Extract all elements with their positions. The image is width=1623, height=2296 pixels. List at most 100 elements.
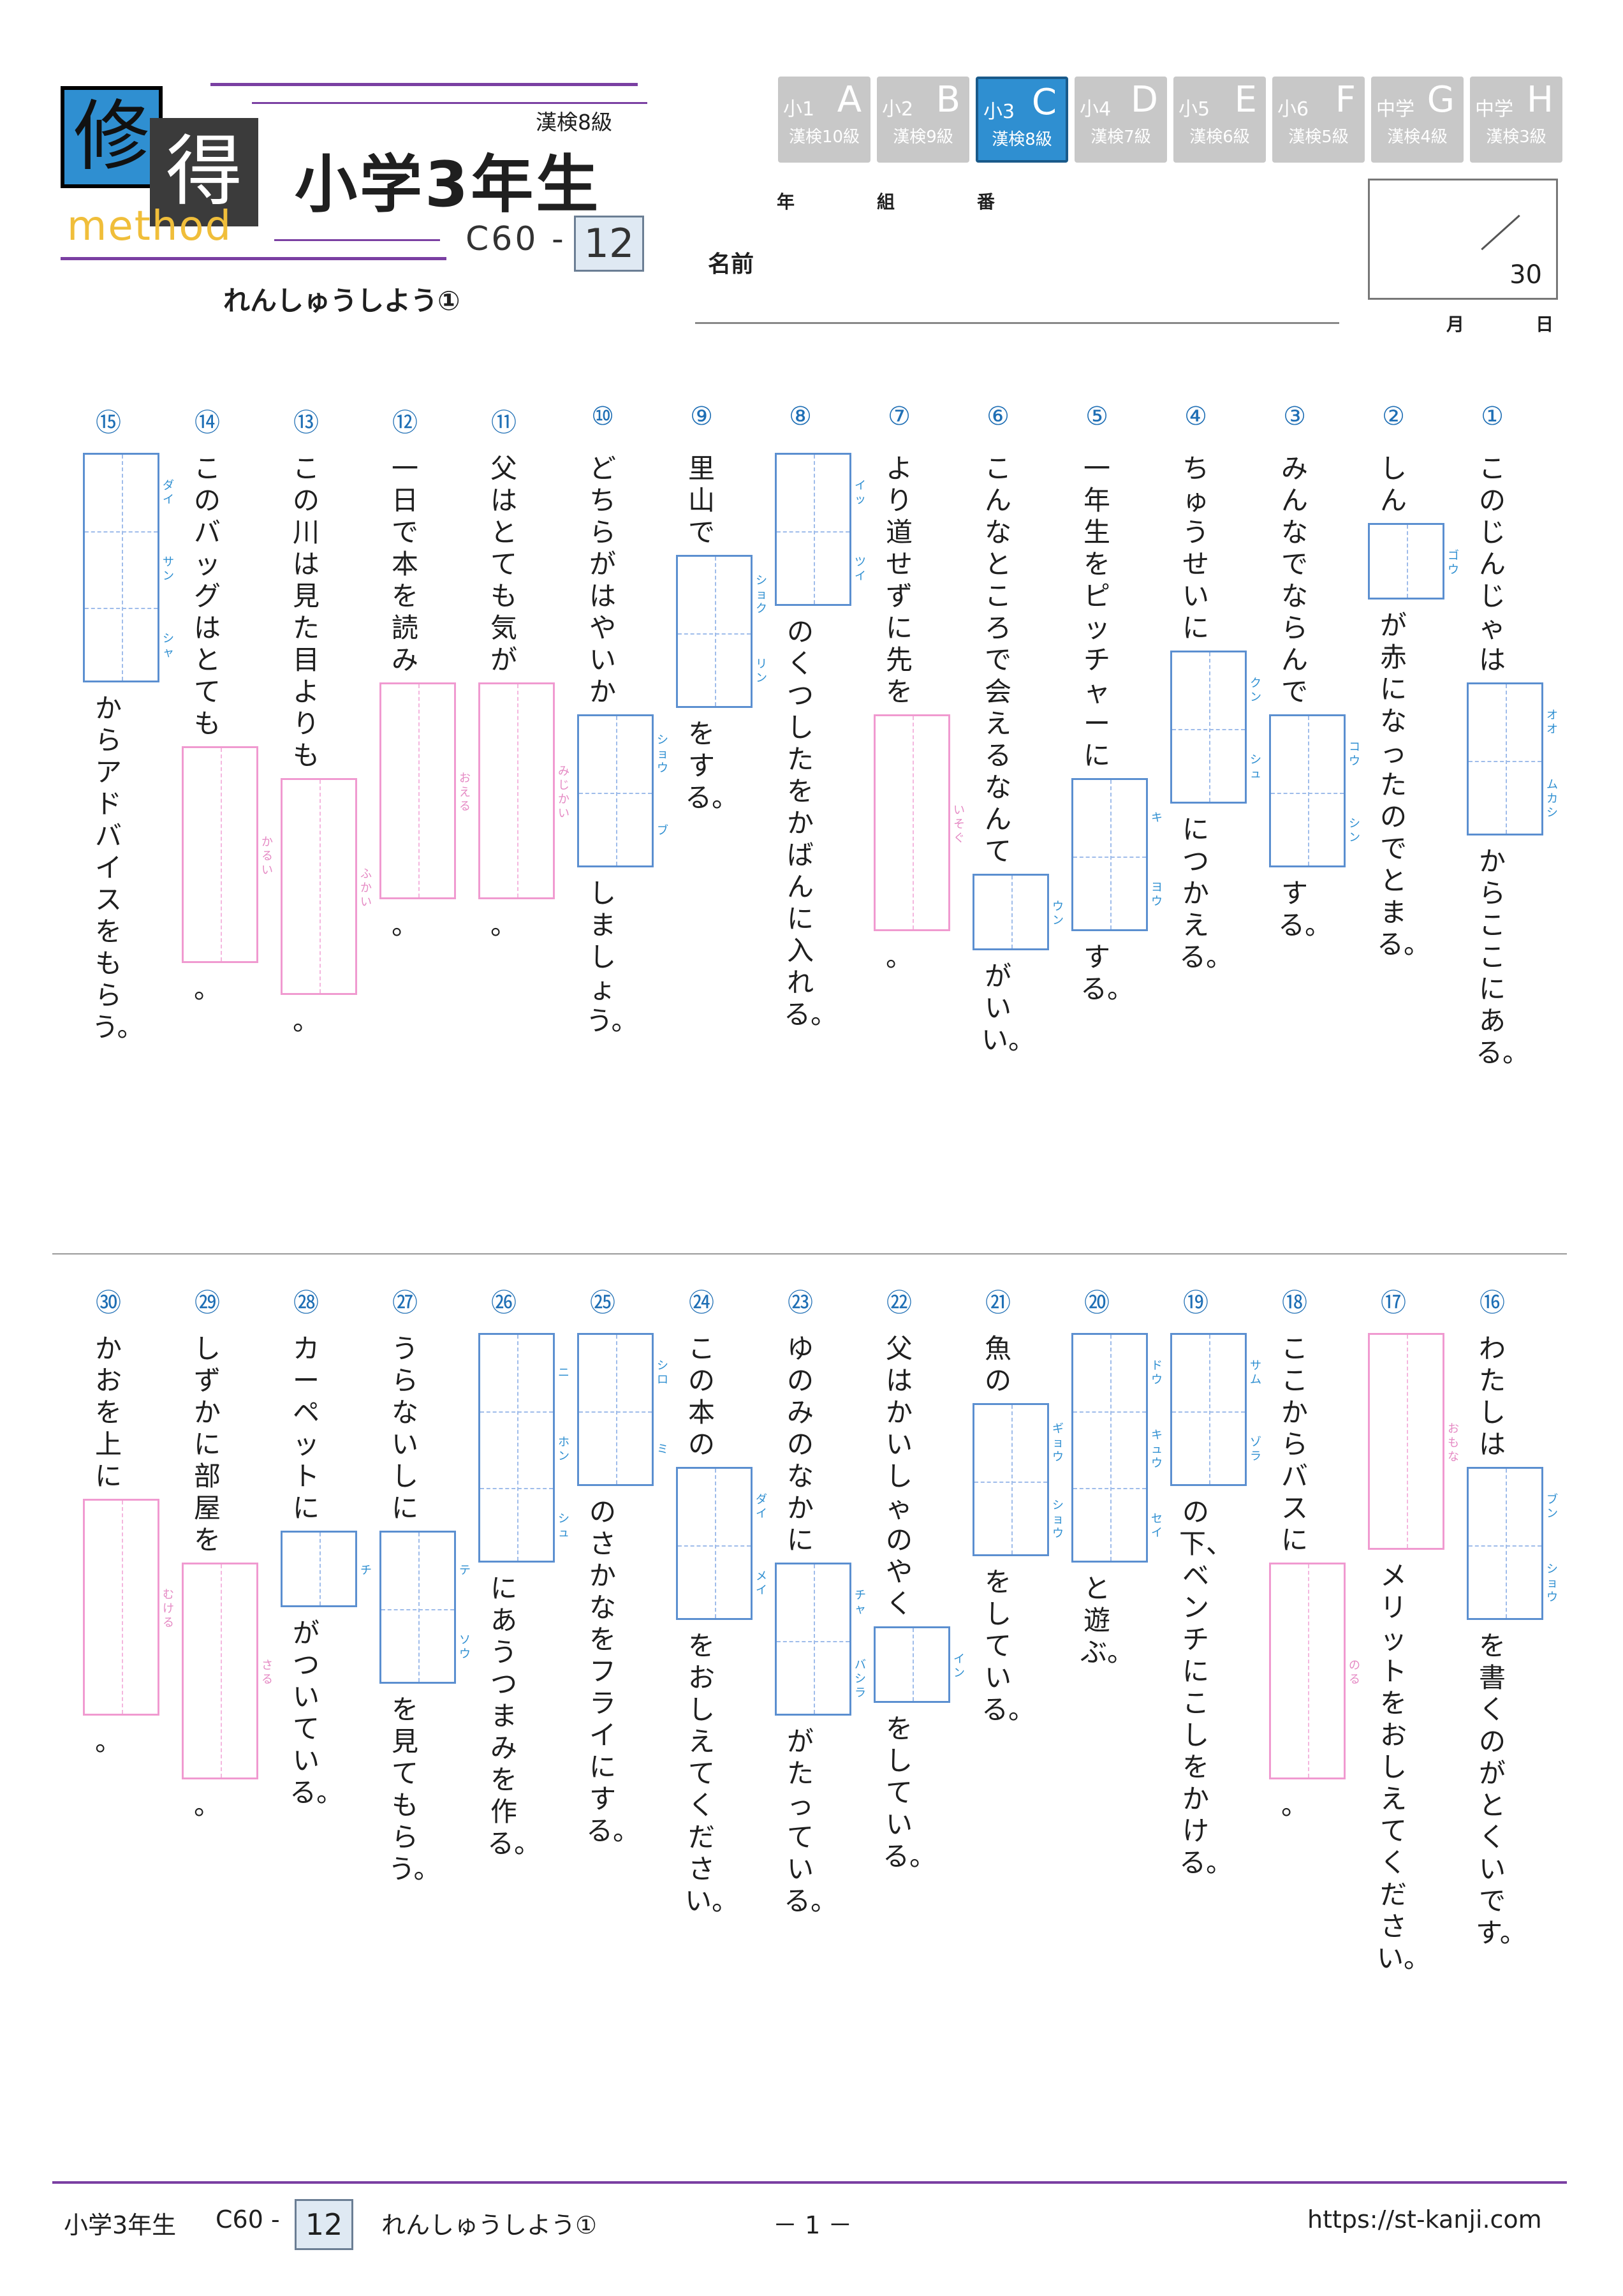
grade-tab-c[interactable]: 小3 C 漢検8級 <box>976 77 1068 163</box>
grade-tab-a: 小5 <box>1179 98 1210 121</box>
kanji-answer-box[interactable]: サム ゾラ <box>1170 1333 1261 1486</box>
reading-hint: ヨウ <box>1151 881 1163 908</box>
kanji-answer-box[interactable]: ダイ サン シャ <box>83 453 174 682</box>
okurigana-answer-box[interactable]: みじかい <box>478 682 569 899</box>
year-label: 年 <box>777 191 795 212</box>
grade-tab-g[interactable]: 中学 G 漢検4級 <box>1371 77 1464 163</box>
kanji-answer-box[interactable]: イッ ツイ <box>775 453 866 606</box>
grade-tab-a: 小3 <box>983 101 1015 123</box>
okurigana-answer-box[interactable]: かるい <box>182 746 273 963</box>
reading-hint: ソウ <box>459 1633 471 1661</box>
divider <box>274 239 440 241</box>
question-text: この本の <box>687 1333 715 1460</box>
question-text: からここにある。 <box>1476 846 1530 1068</box>
kanji-answer-box[interactable]: ショク リン <box>676 555 767 708</box>
reading-hint: チ <box>360 1564 372 1577</box>
grade-tab-b[interactable]: 小2 B 漢検9級 <box>877 77 969 163</box>
divider <box>61 257 446 260</box>
kanji-answer-box[interactable]: コウ シン <box>1269 714 1360 867</box>
reading-hint: ダイ <box>756 1493 767 1520</box>
kanji-answer-box[interactable]: ダイ メイ <box>676 1467 767 1620</box>
okurigana-answer-box[interactable]: いそぐ <box>874 714 965 931</box>
question-text: このじんじゃは <box>1478 453 1506 675</box>
kanji-answer-box[interactable]: ゴウ <box>1368 523 1459 600</box>
question-number: ⑭ <box>195 408 220 438</box>
grade-tab-e[interactable]: 小5 E 漢検6級 <box>1173 77 1266 163</box>
kanji-answer-box[interactable]: ドウ キュウ セイ <box>1071 1333 1163 1563</box>
reading-hint: ショウ <box>1052 1499 1064 1540</box>
grade-tab-b: G <box>1427 79 1455 121</box>
question-number: ㉑ <box>985 1288 1011 1318</box>
reading-hint: ショウ <box>1546 1563 1558 1604</box>
question-text: 。 <box>391 909 418 941</box>
question-text: メリットをおしえてください。 <box>1377 1560 1431 1974</box>
question-number: ③ <box>1283 402 1306 431</box>
reading-hint: ホン <box>558 1436 569 1463</box>
okurigana-answer-box[interactable]: ふかい <box>281 778 372 995</box>
grade-tab-b: H <box>1526 79 1553 121</box>
kanji-answer-box[interactable]: テソウ <box>379 1531 471 1684</box>
okurigana-answer-box[interactable]: のる <box>1269 1563 1360 1779</box>
kanji-answer-box[interactable]: ブン ショウ <box>1467 1467 1558 1620</box>
question-number: ㉕ <box>590 1288 615 1318</box>
kanji-answer-box[interactable]: キヨウ <box>1071 778 1163 931</box>
reading-hint: かるい <box>261 835 273 877</box>
question-5: ⑤ 一年生をピッチャーにキヨウ する。 <box>1052 402 1163 1103</box>
grade-tab-a: 小1 <box>783 98 815 121</box>
reading-hint: テ <box>459 1564 471 1577</box>
kanken-level: 漢検8級 <box>536 110 612 135</box>
question-text: を見てもらう。 <box>388 1694 441 1885</box>
question-text: このバッグはとても <box>193 453 221 739</box>
okurigana-answer-box[interactable]: おえる <box>379 682 471 899</box>
footer-grade: 小学3年生 <box>64 2211 177 2239</box>
okurigana-answer-box[interactable]: むける <box>83 1499 174 1716</box>
question-text: につかえる。 <box>1179 814 1233 973</box>
question-text: をおしえてください。 <box>685 1630 739 1917</box>
question-number: ⑪ <box>491 408 517 438</box>
reading-hint: バシラ <box>855 1658 866 1700</box>
kanji-answer-box[interactable]: チ <box>281 1531 372 1607</box>
reading-hint: ゴウ <box>1448 549 1459 577</box>
question-number: ㉗ <box>392 1288 418 1318</box>
question-18: ⑱ ここからバスに のる。 <box>1250 1282 1360 1983</box>
question-9: ⑨ 里山で ショク リン をする。 <box>657 402 767 1103</box>
grade-tab-a[interactable]: 小1 A 漢検10級 <box>778 77 870 163</box>
grade-tab-a: 中学 <box>1475 98 1513 121</box>
question-text: この川は見た目よりも <box>292 453 319 771</box>
grade-tab-f[interactable]: 小6 F 漢検5級 <box>1272 77 1365 163</box>
reading-hint: セイ <box>1151 1512 1163 1540</box>
grade-tab-h[interactable]: 中学 H 漢検3級 <box>1470 77 1562 163</box>
grade-tab-d[interactable]: 小4 D 漢検7級 <box>1075 77 1167 163</box>
question-number: ⑫ <box>392 408 418 438</box>
kanji-answer-box[interactable]: ウン <box>973 874 1064 950</box>
footer-title: れんしゅうしよう① <box>381 2211 598 2239</box>
grade-tab-b: B <box>936 79 960 121</box>
kanji-answer-box[interactable]: ニホン シュ <box>478 1333 569 1563</box>
kanji-answer-box[interactable]: ショウブ <box>577 714 668 867</box>
reading-hint: ギョウ <box>1052 1422 1064 1464</box>
kanji-answer-box[interactable]: チャ バシラ <box>775 1563 866 1716</box>
question-text: する。 <box>1278 878 1332 941</box>
okurigana-answer-box[interactable]: おもな <box>1368 1333 1459 1550</box>
question-text: 父はかいしゃのやく <box>885 1333 913 1619</box>
question-4: ④ ちゅうせいに クン シュ につかえる。 <box>1151 402 1261 1103</box>
question-number: ⑦ <box>888 402 911 431</box>
reading-hint: ショク <box>756 574 767 615</box>
kanji-answer-box[interactable]: シロミ <box>577 1333 668 1486</box>
question-number: ㉖ <box>491 1288 517 1318</box>
kanji-answer-box[interactable]: イン <box>874 1626 965 1703</box>
site-url[interactable]: https://st-kanji.com <box>1307 2205 1542 2233</box>
question-text: する。 <box>1080 941 1135 1004</box>
kanji-answer-box[interactable]: オオ ムカシ <box>1467 682 1558 835</box>
name-line[interactable] <box>695 322 1339 324</box>
okurigana-answer-box[interactable]: さる <box>182 1563 273 1779</box>
question-text: 父はとても気が <box>490 453 517 675</box>
kanji-answer-box[interactable]: クン シュ <box>1170 651 1261 804</box>
score-box[interactable]: 30 <box>1368 179 1558 300</box>
question-number: ⑮ <box>96 408 121 438</box>
kanji-answer-box[interactable]: ギョウ ショウ <box>973 1403 1064 1556</box>
worksheet-header: 修 得 method 漢検8級 小学3年生 C60 - 12 れんしゅうしよう①… <box>0 0 1623 344</box>
reading-hint: シロ <box>657 1359 668 1387</box>
